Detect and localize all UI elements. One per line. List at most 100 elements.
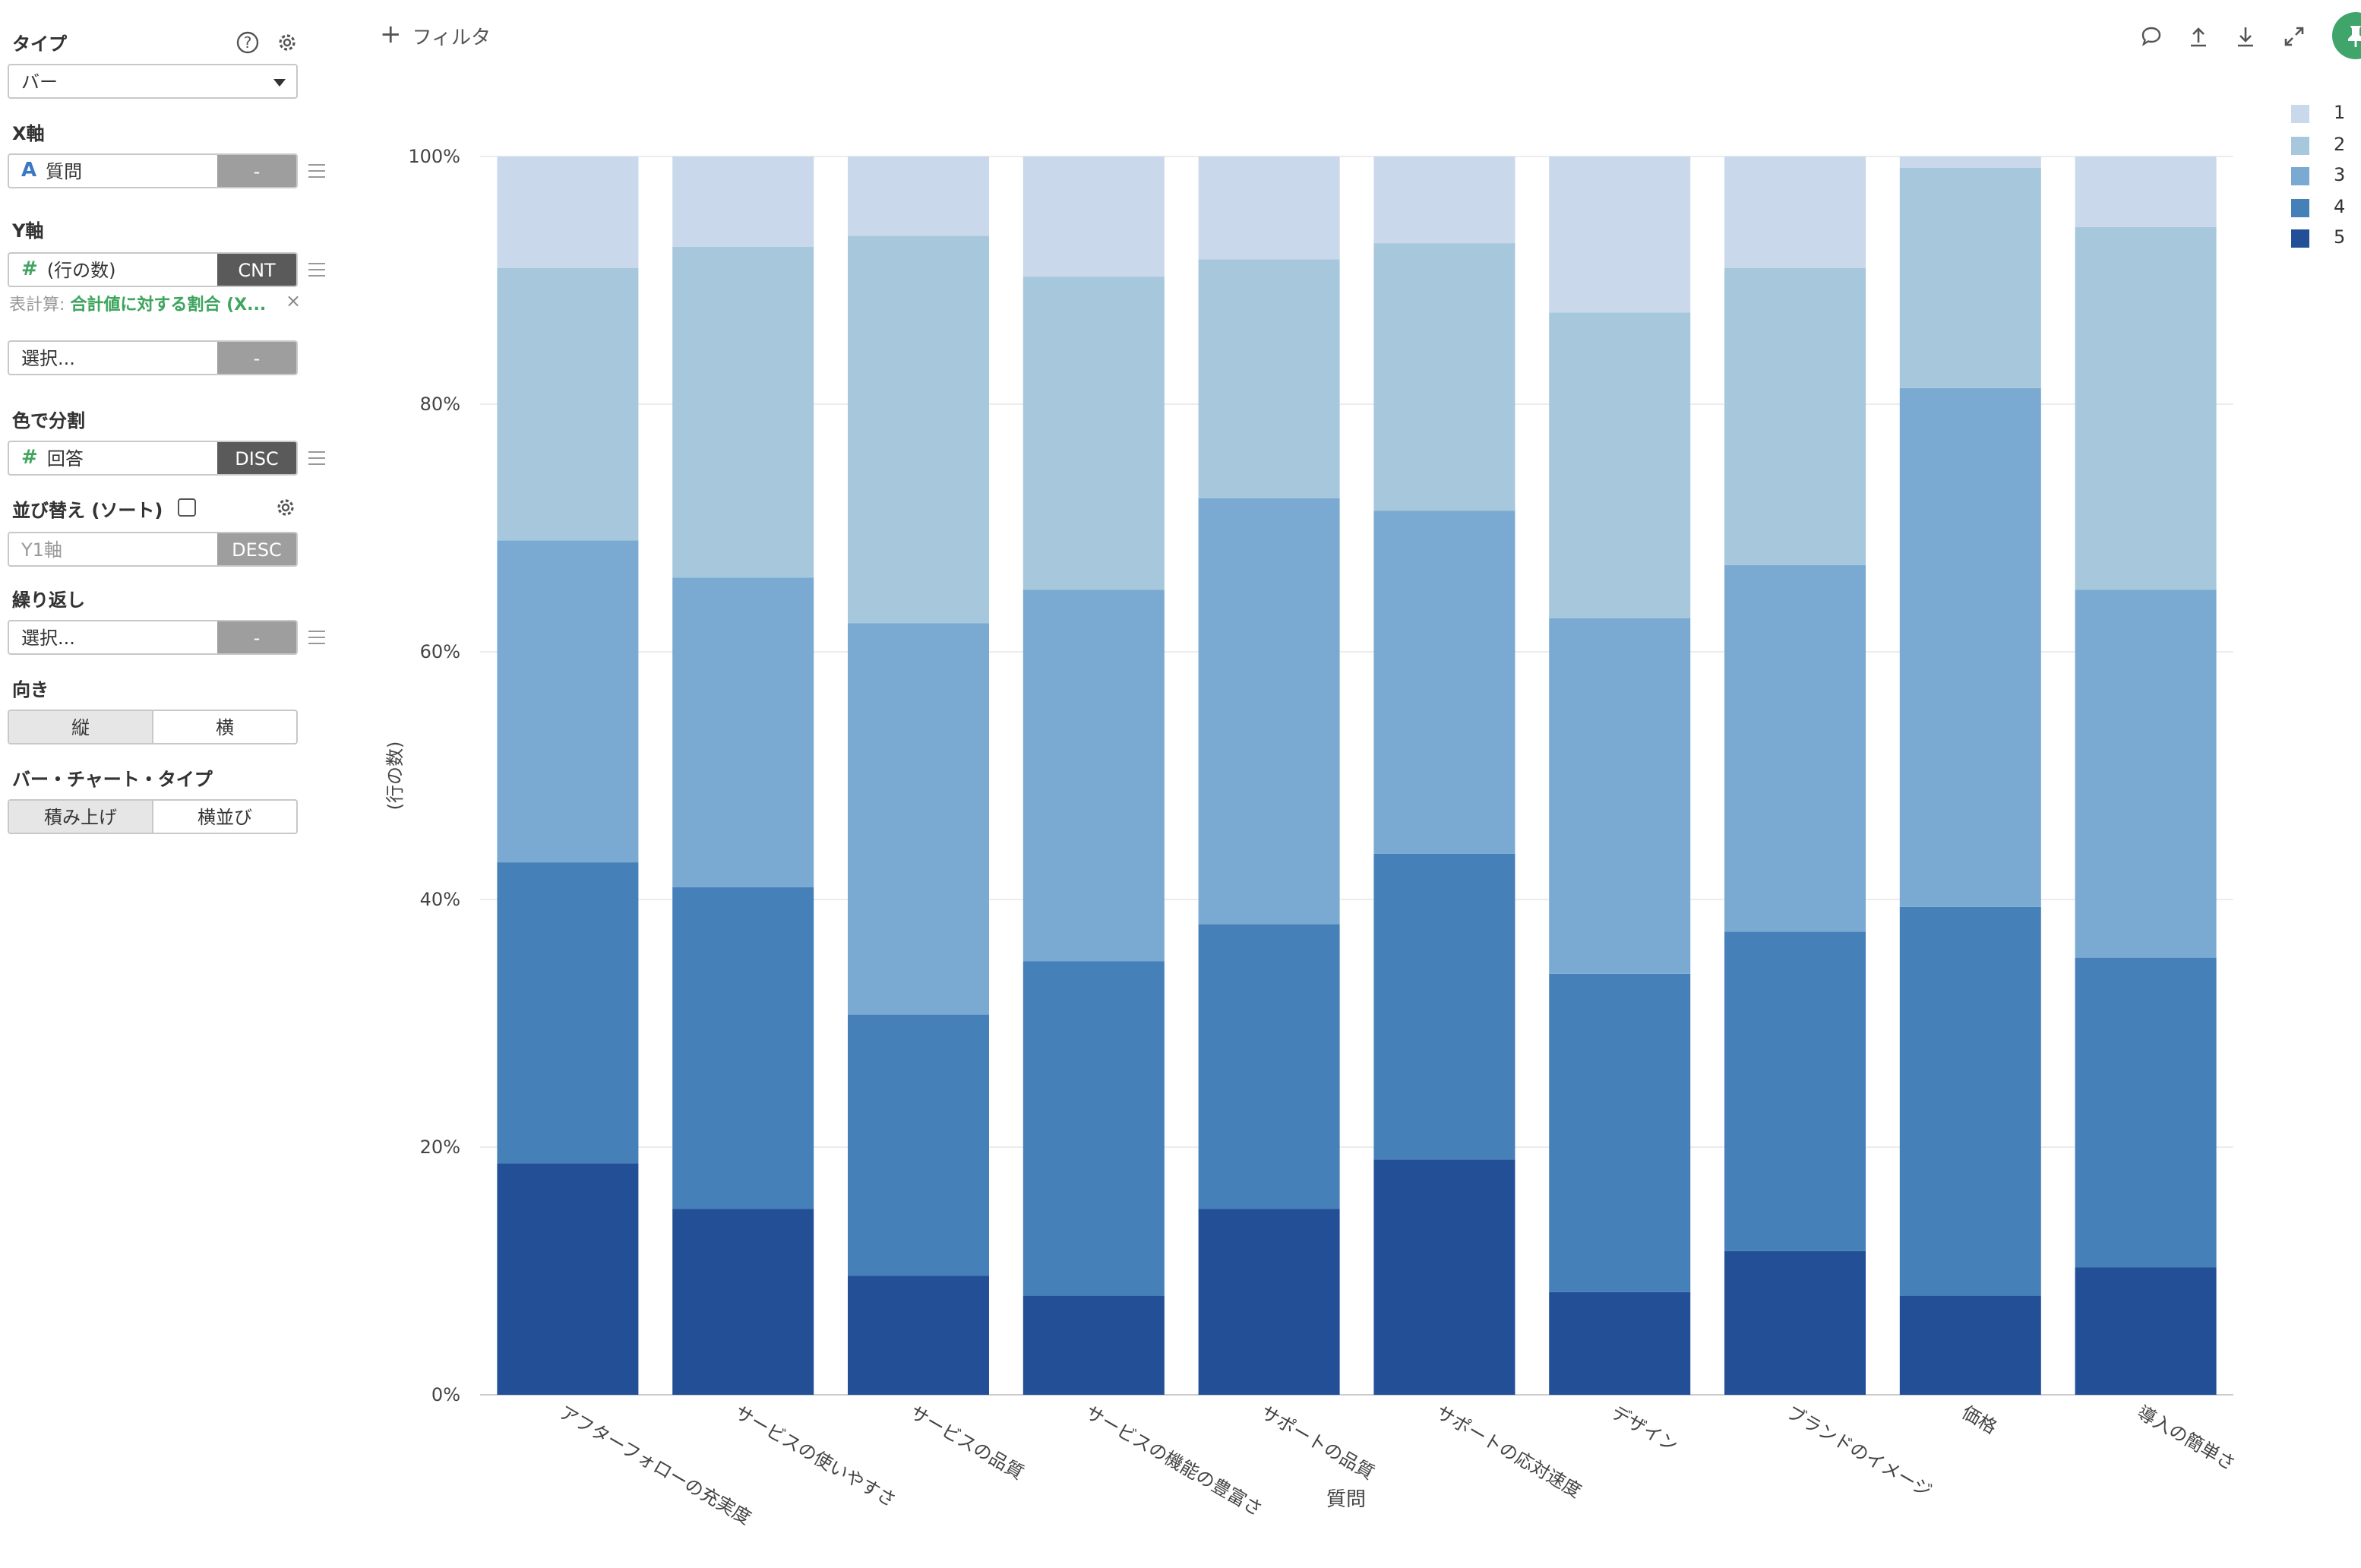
bar-segment-5 [497, 1163, 639, 1395]
bar-segment-2 [1198, 259, 1340, 498]
color-split-value: 回答 [46, 448, 84, 469]
bar-segment-2 [848, 236, 989, 624]
x-tick-label: アフターフォローの充実度 [555, 1402, 754, 1529]
bar-segment-1 [1549, 156, 1691, 313]
sort-order-button[interactable]: DESC [217, 533, 296, 565]
repeat-aggregate-button[interactable]: - [217, 621, 296, 653]
direction-horizontal-option[interactable]: 横 [152, 711, 296, 743]
sort-field[interactable]: Y1軸 DESC [8, 532, 298, 567]
y2-axis-aggregate-button[interactable]: - [217, 342, 296, 374]
y-axis-field[interactable]: # (行の数) CNT [8, 252, 298, 287]
expand-icon[interactable] [2282, 24, 2306, 49]
x-axis-label: X軸 [12, 123, 45, 144]
pin-icon [2348, 26, 2361, 47]
bar-type-stacked-option[interactable]: 積み上げ [9, 801, 152, 833]
bar-type-grouped-option[interactable]: 横並び [152, 801, 296, 833]
legend-label: 3 [2334, 164, 2346, 185]
x-tick-label: ブランドのイメージ [1783, 1402, 1936, 1502]
gear-icon[interactable] [273, 495, 298, 520]
upload-icon[interactable] [2186, 24, 2211, 49]
close-icon[interactable]: × [286, 290, 302, 311]
x-tick-label: サービスの機能の豊富さ [1082, 1402, 1266, 1520]
x-axis-value: 質問 [46, 161, 83, 182]
bar-segment-5 [1899, 1295, 2041, 1395]
bar-segment-3 [1022, 590, 1165, 962]
y-tick-label: 60% [420, 641, 460, 662]
x-tick-label: サポートの品質 [1257, 1402, 1378, 1484]
legend-item-1[interactable]: 1 [2291, 102, 2361, 123]
y-axis-title: (行の数) [384, 741, 406, 811]
download-icon[interactable] [2233, 24, 2258, 49]
x-axis-menu-icon[interactable] [308, 164, 325, 178]
legend-swatch [2291, 167, 2309, 185]
bar-segment-4 [1198, 924, 1340, 1209]
pin-button[interactable] [2332, 12, 2361, 59]
bar-segment-1 [1899, 156, 2041, 168]
bar-segment-4 [1724, 931, 1866, 1251]
bar-segment-3 [2075, 590, 2217, 958]
chart-type-value: バー [21, 71, 58, 93]
x-tick-label: 価格 [1958, 1402, 2001, 1438]
color-split-mode-button[interactable]: DISC [217, 442, 296, 474]
repeat-value: 選択... [21, 628, 75, 649]
legend-swatch [2291, 229, 2309, 248]
color-split-menu-icon[interactable] [308, 451, 325, 465]
bar-segment-1 [672, 156, 814, 247]
legend-swatch [2291, 105, 2309, 123]
table-calc-text[interactable]: 表計算: 合計値に対する割合 (X... [9, 292, 266, 316]
y-axis-value: (行の数) [46, 260, 116, 281]
bar-segment-3 [1724, 564, 1866, 932]
plus-icon: + [380, 20, 402, 50]
legend-swatch [2291, 136, 2309, 154]
y-tick-label: 40% [420, 889, 460, 910]
bar-segment-4 [2075, 957, 2217, 1268]
direction-label: 向き [12, 679, 49, 700]
bar-segment-1 [2075, 156, 2217, 227]
legend-label: 1 [2334, 102, 2346, 123]
y-axis-menu-icon[interactable] [308, 263, 325, 277]
repeat-label: 繰り返し [12, 590, 86, 611]
bar-type-label: バー・チャート・タイプ [12, 769, 213, 790]
bar-segment-3 [1373, 511, 1516, 854]
bar-segment-2 [1899, 167, 2041, 388]
comment-icon[interactable] [2139, 24, 2163, 49]
help-icon[interactable]: ? [235, 30, 260, 55]
legend-label: 2 [2334, 133, 2346, 154]
table-calc-value: 合計値に対する割合 (X... [70, 295, 267, 315]
x-axis-field[interactable]: A 質問 - [8, 153, 298, 188]
y-tick-label: 80% [420, 394, 460, 415]
gear-icon[interactable] [275, 30, 299, 55]
bar-segment-4 [1022, 961, 1165, 1296]
legend-item-5[interactable]: 5 [2291, 226, 2361, 248]
direction-vertical-option[interactable]: 縦 [9, 711, 152, 743]
legend-label: 5 [2334, 226, 2346, 248]
bar-segment-2 [1373, 243, 1516, 511]
bar-segment-4 [1899, 906, 2041, 1296]
color-split-field[interactable]: # 回答 DISC [8, 441, 298, 476]
add-filter-button[interactable]: + フィルタ [380, 21, 491, 50]
bar-segment-5 [1022, 1295, 1165, 1395]
bar-segment-4 [848, 1014, 989, 1276]
x-axis-aggregate-button[interactable]: - [217, 155, 296, 187]
repeat-field[interactable]: 選択... - [8, 620, 298, 655]
direction-toggle: 縦 横 [8, 710, 298, 744]
sort-checkbox[interactable] [178, 498, 196, 517]
bar-segment-1 [1198, 156, 1340, 260]
y-axis-aggregate-button[interactable]: CNT [217, 254, 296, 286]
type-label: タイプ [12, 33, 68, 55]
stacked-bar-chart: 0%20%40%60%80%100%(行の数)アフターフォローの充実度サービスの… [384, 146, 2239, 1529]
bar-segment-1 [497, 156, 639, 268]
svg-text:?: ? [244, 33, 252, 52]
bar-segment-2 [1022, 277, 1165, 590]
bar-segment-3 [1549, 618, 1691, 974]
legend-item-2[interactable]: 2 [2291, 133, 2361, 154]
repeat-menu-icon[interactable] [308, 631, 325, 644]
legend-item-4[interactable]: 4 [2291, 195, 2361, 217]
y2-axis-field[interactable]: 選択... - [8, 340, 298, 375]
legend-item-3[interactable]: 3 [2291, 164, 2361, 185]
bar-segment-3 [672, 577, 814, 887]
bar-segment-4 [497, 862, 639, 1164]
bar-segment-5 [1373, 1159, 1516, 1395]
chart-type-select[interactable]: バー [8, 64, 298, 99]
y-axis-label: Y軸 [12, 220, 44, 242]
